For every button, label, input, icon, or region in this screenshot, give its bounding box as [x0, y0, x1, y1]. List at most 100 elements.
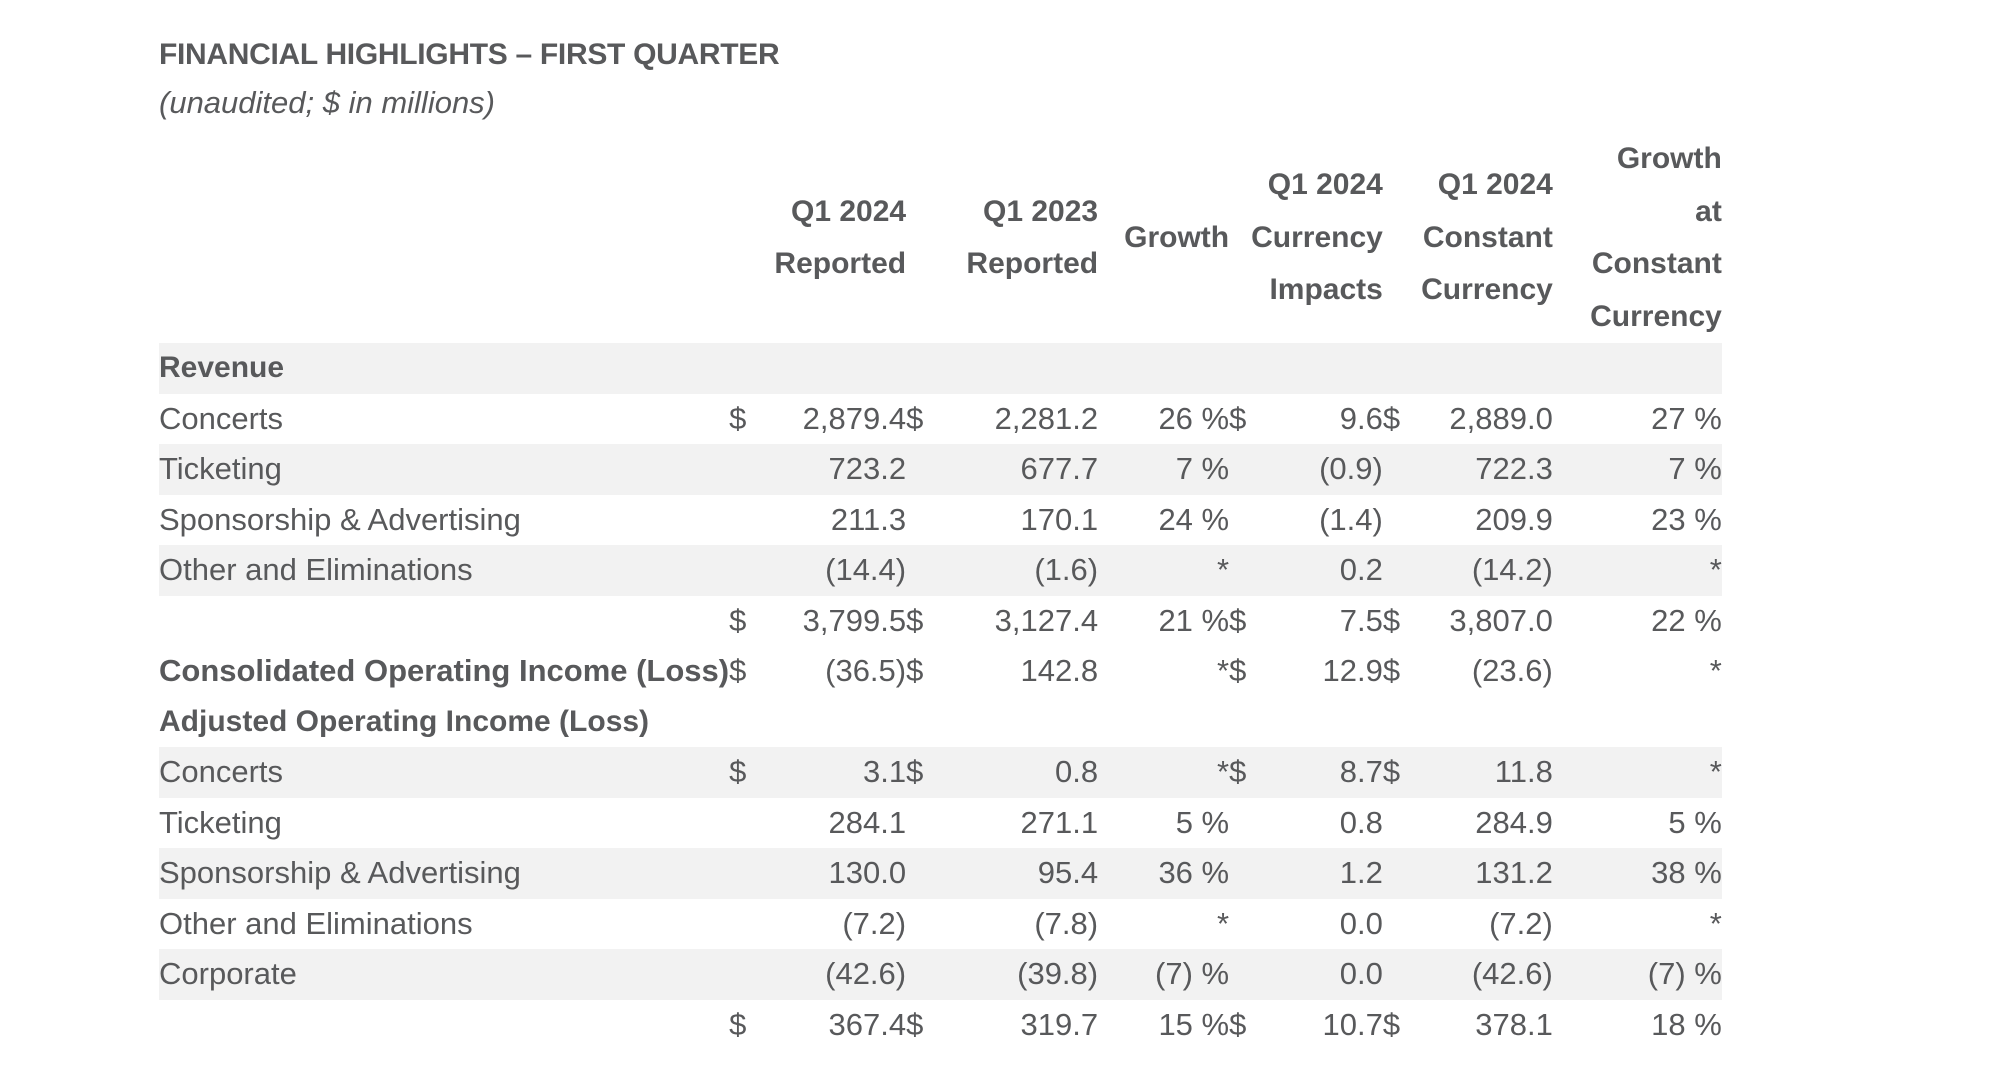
constant-currency-value: 131.2	[1404, 848, 1553, 899]
table-row: Sponsorship & Advertising 130.0 95.4 36 % 1.…	[159, 848, 1722, 899]
growth-constant-currency-value: 23 %	[1651, 501, 1722, 537]
table-row: Other and Eliminations (7.2) (7.8) * 0.0 (7.2…	[159, 899, 1722, 950]
dollar-sign	[729, 949, 752, 1000]
dollar-sign	[1382, 848, 1405, 899]
dollar-sign	[729, 495, 751, 546]
constant-currency-value: 3,807.0	[1449, 602, 1553, 638]
header-dollar-blank-3	[1229, 133, 1251, 343]
q1-2023-reported-value: 95.4	[928, 848, 1099, 899]
q1-2023-reported-value: 142.8	[1020, 653, 1099, 688]
currency-impacts-value: (0.9)	[1251, 444, 1383, 495]
currency-impacts-value: 0.0	[1339, 905, 1383, 941]
constant-currency-value: (23.6)	[1471, 653, 1553, 688]
header-q1-2023-reported-line-1: Q1 2023	[983, 194, 1099, 228]
growth-value: 26 %	[1158, 400, 1230, 436]
constant-currency-value: (7.2)	[1489, 905, 1553, 941]
growth-constant-currency-value: 7 %	[1552, 444, 1722, 495]
section-header-revenue: Revenue	[159, 343, 1722, 394]
header-constant-currency: Q1 2024 Constant Currency	[1405, 133, 1553, 343]
dollar-sign	[1383, 899, 1405, 950]
dollar-sign	[729, 899, 751, 950]
q1-2023-reported-value: 677.7	[928, 444, 1099, 495]
currency-impacts-value: (1.4)	[1319, 501, 1383, 537]
q1-2023-reported-value: (7.8)	[1034, 905, 1099, 941]
q1-2023-reported-value: (1.6)	[928, 545, 1099, 596]
header-label-blank	[159, 133, 729, 343]
growth-constant-currency-value: 5 %	[1668, 804, 1722, 840]
header-dollar-blank-4	[1383, 133, 1405, 343]
q1-2023-reported-value: 0.8	[928, 747, 1099, 798]
currency-impacts-value: 8.7	[1251, 747, 1383, 798]
growth-constant-currency-value: 27 %	[1651, 400, 1722, 436]
table-row: Sponsorship & Advertising 211.3 170.1 24 % (…	[159, 495, 1722, 546]
q1-2023-reported-value: 2,281.2	[994, 400, 1099, 436]
dollar-sign	[729, 444, 752, 495]
constant-currency-value: 11.8	[1404, 747, 1553, 798]
growth-value: (7) %	[1098, 949, 1230, 1000]
q1-2024-reported-value: 130.0	[751, 848, 907, 899]
currency-impacts-value: 7.5	[1339, 602, 1383, 638]
growth-constant-currency-value: *	[1709, 653, 1722, 688]
q1-2023-reported-value: 170.1	[1020, 501, 1099, 537]
q1-2024-reported-value: 723.2	[751, 444, 907, 495]
dollar-sign	[1229, 495, 1251, 546]
table-row-operating-income: Consolidated Operating Income (Loss) $ (36…	[159, 646, 1722, 697]
table-row: Ticketing 284.1 271.1 5 % 0.8 284.9 5 %	[159, 798, 1722, 849]
table-row: Concerts $2,879.4 $2,281.2 26 % $9.6 $2,889.0…	[159, 394, 1722, 445]
dollar-sign	[1229, 848, 1252, 899]
financial-highlights-document: FINANCIAL HIGHLIGHTS – FIRST QUARTER (un…	[159, 36, 1722, 1050]
q1-2024-reported-value: 3.1	[751, 747, 907, 798]
dollar-sign: $	[1229, 1006, 1247, 1042]
currency-impacts-value: 0.8	[1339, 804, 1383, 840]
constant-currency-value: 2,889.0	[1449, 400, 1553, 436]
dollar-sign: $	[1382, 653, 1401, 688]
row-label: Corporate	[159, 949, 730, 1000]
q1-2023-reported-value: 319.7	[1020, 1006, 1099, 1042]
header-dollar-blank-1	[729, 133, 751, 343]
table-row: Concerts $3.1 $0.8 * $8.7 $11.8 *	[159, 747, 1722, 798]
dollar-sign: $	[1229, 747, 1252, 798]
row-label: Ticketing	[159, 804, 282, 840]
q1-2024-reported-value: 211.3	[830, 501, 907, 537]
growth-value: *	[1098, 545, 1230, 596]
constant-currency-value: 722.3	[1404, 444, 1553, 495]
header-currency-impacts-line-2: Currency	[1251, 220, 1383, 254]
dollar-sign: $	[1229, 400, 1247, 436]
header-q1-2024-reported-line-2: Reported	[774, 247, 907, 280]
table-body: Revenue Concerts $2,879.4 $2,281.2 26 % $9.6…	[159, 343, 1722, 1050]
header-growth: Growth	[1098, 133, 1229, 343]
q1-2024-reported-value: 3,799.5	[802, 602, 907, 638]
currency-impacts-value: 10.7	[1322, 1006, 1383, 1042]
growth-value: 7 %	[1098, 444, 1230, 495]
q1-2024-reported-value: (36.5)	[825, 653, 907, 688]
dollar-sign	[1229, 444, 1252, 495]
header-constant-currency-line-1: Q1 2024	[1437, 168, 1553, 202]
q1-2024-reported-value: 367.4	[828, 1006, 907, 1042]
currency-impacts-value: 12.9	[1322, 653, 1383, 688]
dollar-sign	[906, 798, 928, 849]
q1-2023-reported-value: 271.1	[1020, 804, 1099, 840]
constant-currency-value: (42.6)	[1404, 949, 1553, 1000]
dollar-sign: $	[906, 653, 924, 688]
header-constant-currency-line-3: Currency	[1421, 273, 1553, 307]
header-q1-2023-reported-line-2: Reported	[966, 247, 1099, 280]
dollar-sign	[1229, 545, 1252, 596]
currency-impacts-value: 1.2	[1251, 848, 1383, 899]
constant-currency-value: 378.1	[1475, 1006, 1553, 1042]
table-row: Ticketing 723.2 677.7 7 % (0.9) 722.3 7 %	[159, 444, 1722, 495]
page-title: FINANCIAL HIGHLIGHTS – FIRST QUARTER	[159, 38, 780, 71]
dollar-sign	[1229, 798, 1251, 849]
dollar-sign: $	[1382, 400, 1401, 436]
growth-constant-currency-value: (7) %	[1552, 949, 1722, 1000]
growth-value: *	[1217, 905, 1230, 941]
growth-constant-currency-value: 38 %	[1552, 848, 1722, 899]
header-currency-impacts-line-3: Impacts	[1269, 273, 1383, 307]
q1-2024-reported-value: 284.1	[828, 804, 907, 840]
row-label: Sponsorship & Advertising	[159, 848, 730, 899]
dollar-sign	[729, 848, 752, 899]
constant-currency-value: 209.9	[1475, 501, 1553, 537]
dollar-sign: $	[906, 602, 924, 638]
header-constant-currency-line-2: Constant	[1422, 220, 1553, 254]
growth-constant-currency-value: *	[1552, 545, 1722, 596]
dollar-sign	[906, 545, 929, 596]
